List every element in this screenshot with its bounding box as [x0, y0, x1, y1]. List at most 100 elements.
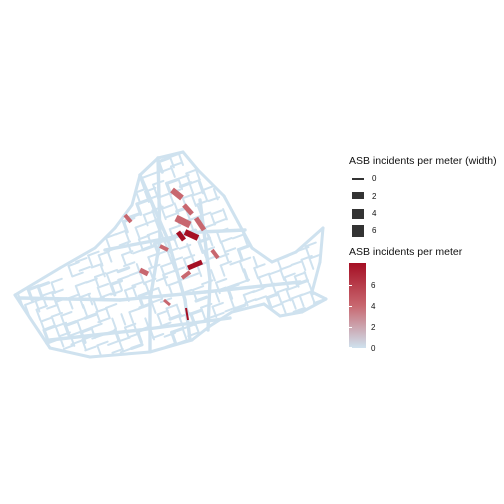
street-segment	[95, 307, 108, 313]
street-segment	[236, 244, 251, 252]
street-segment	[55, 300, 61, 314]
width-key-2	[352, 192, 364, 199]
street-segment	[285, 285, 298, 292]
color-tick-mark-6	[349, 285, 352, 286]
street-segment	[131, 281, 144, 287]
street-segment	[215, 278, 228, 284]
street-segment	[181, 327, 188, 341]
street-segment	[105, 303, 118, 309]
street-segment	[175, 339, 188, 345]
street-segment	[148, 238, 162, 302]
street-segment	[83, 312, 98, 320]
street-segment	[130, 343, 144, 350]
street-segment	[111, 348, 124, 354]
street-segment	[216, 231, 222, 244]
street-segment	[160, 261, 173, 268]
street-segment	[238, 256, 252, 263]
street-segment	[105, 306, 111, 320]
street-segment	[60, 311, 73, 317]
street-segment	[280, 301, 287, 314]
street-segment	[168, 224, 182, 231]
street-segment	[276, 291, 283, 304]
street-segment	[148, 338, 194, 354]
street-segment	[128, 212, 142, 219]
street-segment	[40, 316, 53, 323]
color-tick-label-2: 2	[371, 323, 376, 332]
street-segment	[271, 302, 284, 309]
width-key-label-4: 4	[372, 209, 377, 218]
street-segment	[214, 218, 227, 224]
street-segment	[152, 183, 158, 196]
street-segment	[204, 222, 217, 229]
color-tick-label-4: 4	[371, 302, 376, 311]
street-segment	[160, 207, 167, 221]
street-segment	[220, 237, 233, 243]
street-segment	[285, 289, 292, 302]
street-segment	[134, 226, 141, 239]
street-segment	[92, 299, 99, 312]
street-segment-hot	[176, 230, 186, 242]
street-segment	[124, 229, 130, 242]
street-segment	[298, 294, 305, 308]
street-segment	[120, 313, 127, 326]
street-segment	[230, 302, 266, 314]
street-segment	[63, 323, 71, 338]
street-segment	[121, 254, 127, 267]
color-tick-mark-2	[349, 327, 352, 328]
street-segment	[50, 315, 57, 329]
street-segment	[71, 271, 84, 278]
street-segment	[185, 168, 198, 175]
street-segment	[222, 194, 240, 224]
color-tick-label-6: 6	[371, 281, 376, 290]
street-segment	[118, 290, 207, 302]
street-segment	[150, 297, 164, 304]
street-segment	[191, 194, 197, 207]
street-segment	[170, 330, 177, 345]
street-segment-hot	[182, 203, 194, 216]
street-segment	[81, 338, 87, 352]
street-segment	[141, 244, 155, 252]
street-segment	[97, 317, 110, 324]
street-segment	[254, 295, 267, 301]
street-segment	[110, 289, 123, 296]
street-segment	[35, 304, 48, 311]
street-segment	[139, 272, 146, 286]
street-segment	[268, 269, 281, 276]
street-segment-hot	[170, 187, 184, 201]
color-tick-label-0: 0	[371, 344, 376, 353]
street-segment	[214, 290, 221, 303]
street-segment	[88, 350, 152, 359]
street-segment	[219, 264, 226, 277]
street-segment	[13, 266, 62, 297]
street-segment	[147, 256, 154, 269]
street-segment	[107, 340, 120, 346]
street-segment	[94, 276, 100, 289]
street-segment	[196, 264, 203, 278]
street-segment	[290, 297, 297, 310]
street-segment	[156, 156, 171, 164]
street-segment	[105, 268, 118, 275]
street-segment	[283, 272, 296, 279]
street-segment	[105, 272, 112, 285]
street-segment-hot	[183, 229, 200, 241]
street-segment	[226, 282, 240, 290]
street-segment	[252, 256, 259, 269]
street-segment	[168, 192, 175, 205]
street-segment	[63, 320, 78, 328]
street-segment	[191, 285, 205, 291]
width-key-label-0: 0	[372, 174, 377, 183]
street-segment	[203, 280, 302, 294]
street-segment	[167, 280, 181, 287]
street-segment	[144, 190, 150, 203]
street-segment	[304, 241, 317, 248]
street-segment	[168, 313, 182, 321]
street-segment	[138, 316, 232, 332]
street-segment	[300, 258, 307, 272]
street-segment	[310, 290, 328, 301]
street-segment	[197, 240, 205, 254]
street-segment	[222, 208, 228, 221]
street-segment	[116, 266, 131, 274]
street-segment	[50, 281, 57, 294]
street-segment	[231, 233, 245, 240]
street-segment	[75, 257, 88, 263]
